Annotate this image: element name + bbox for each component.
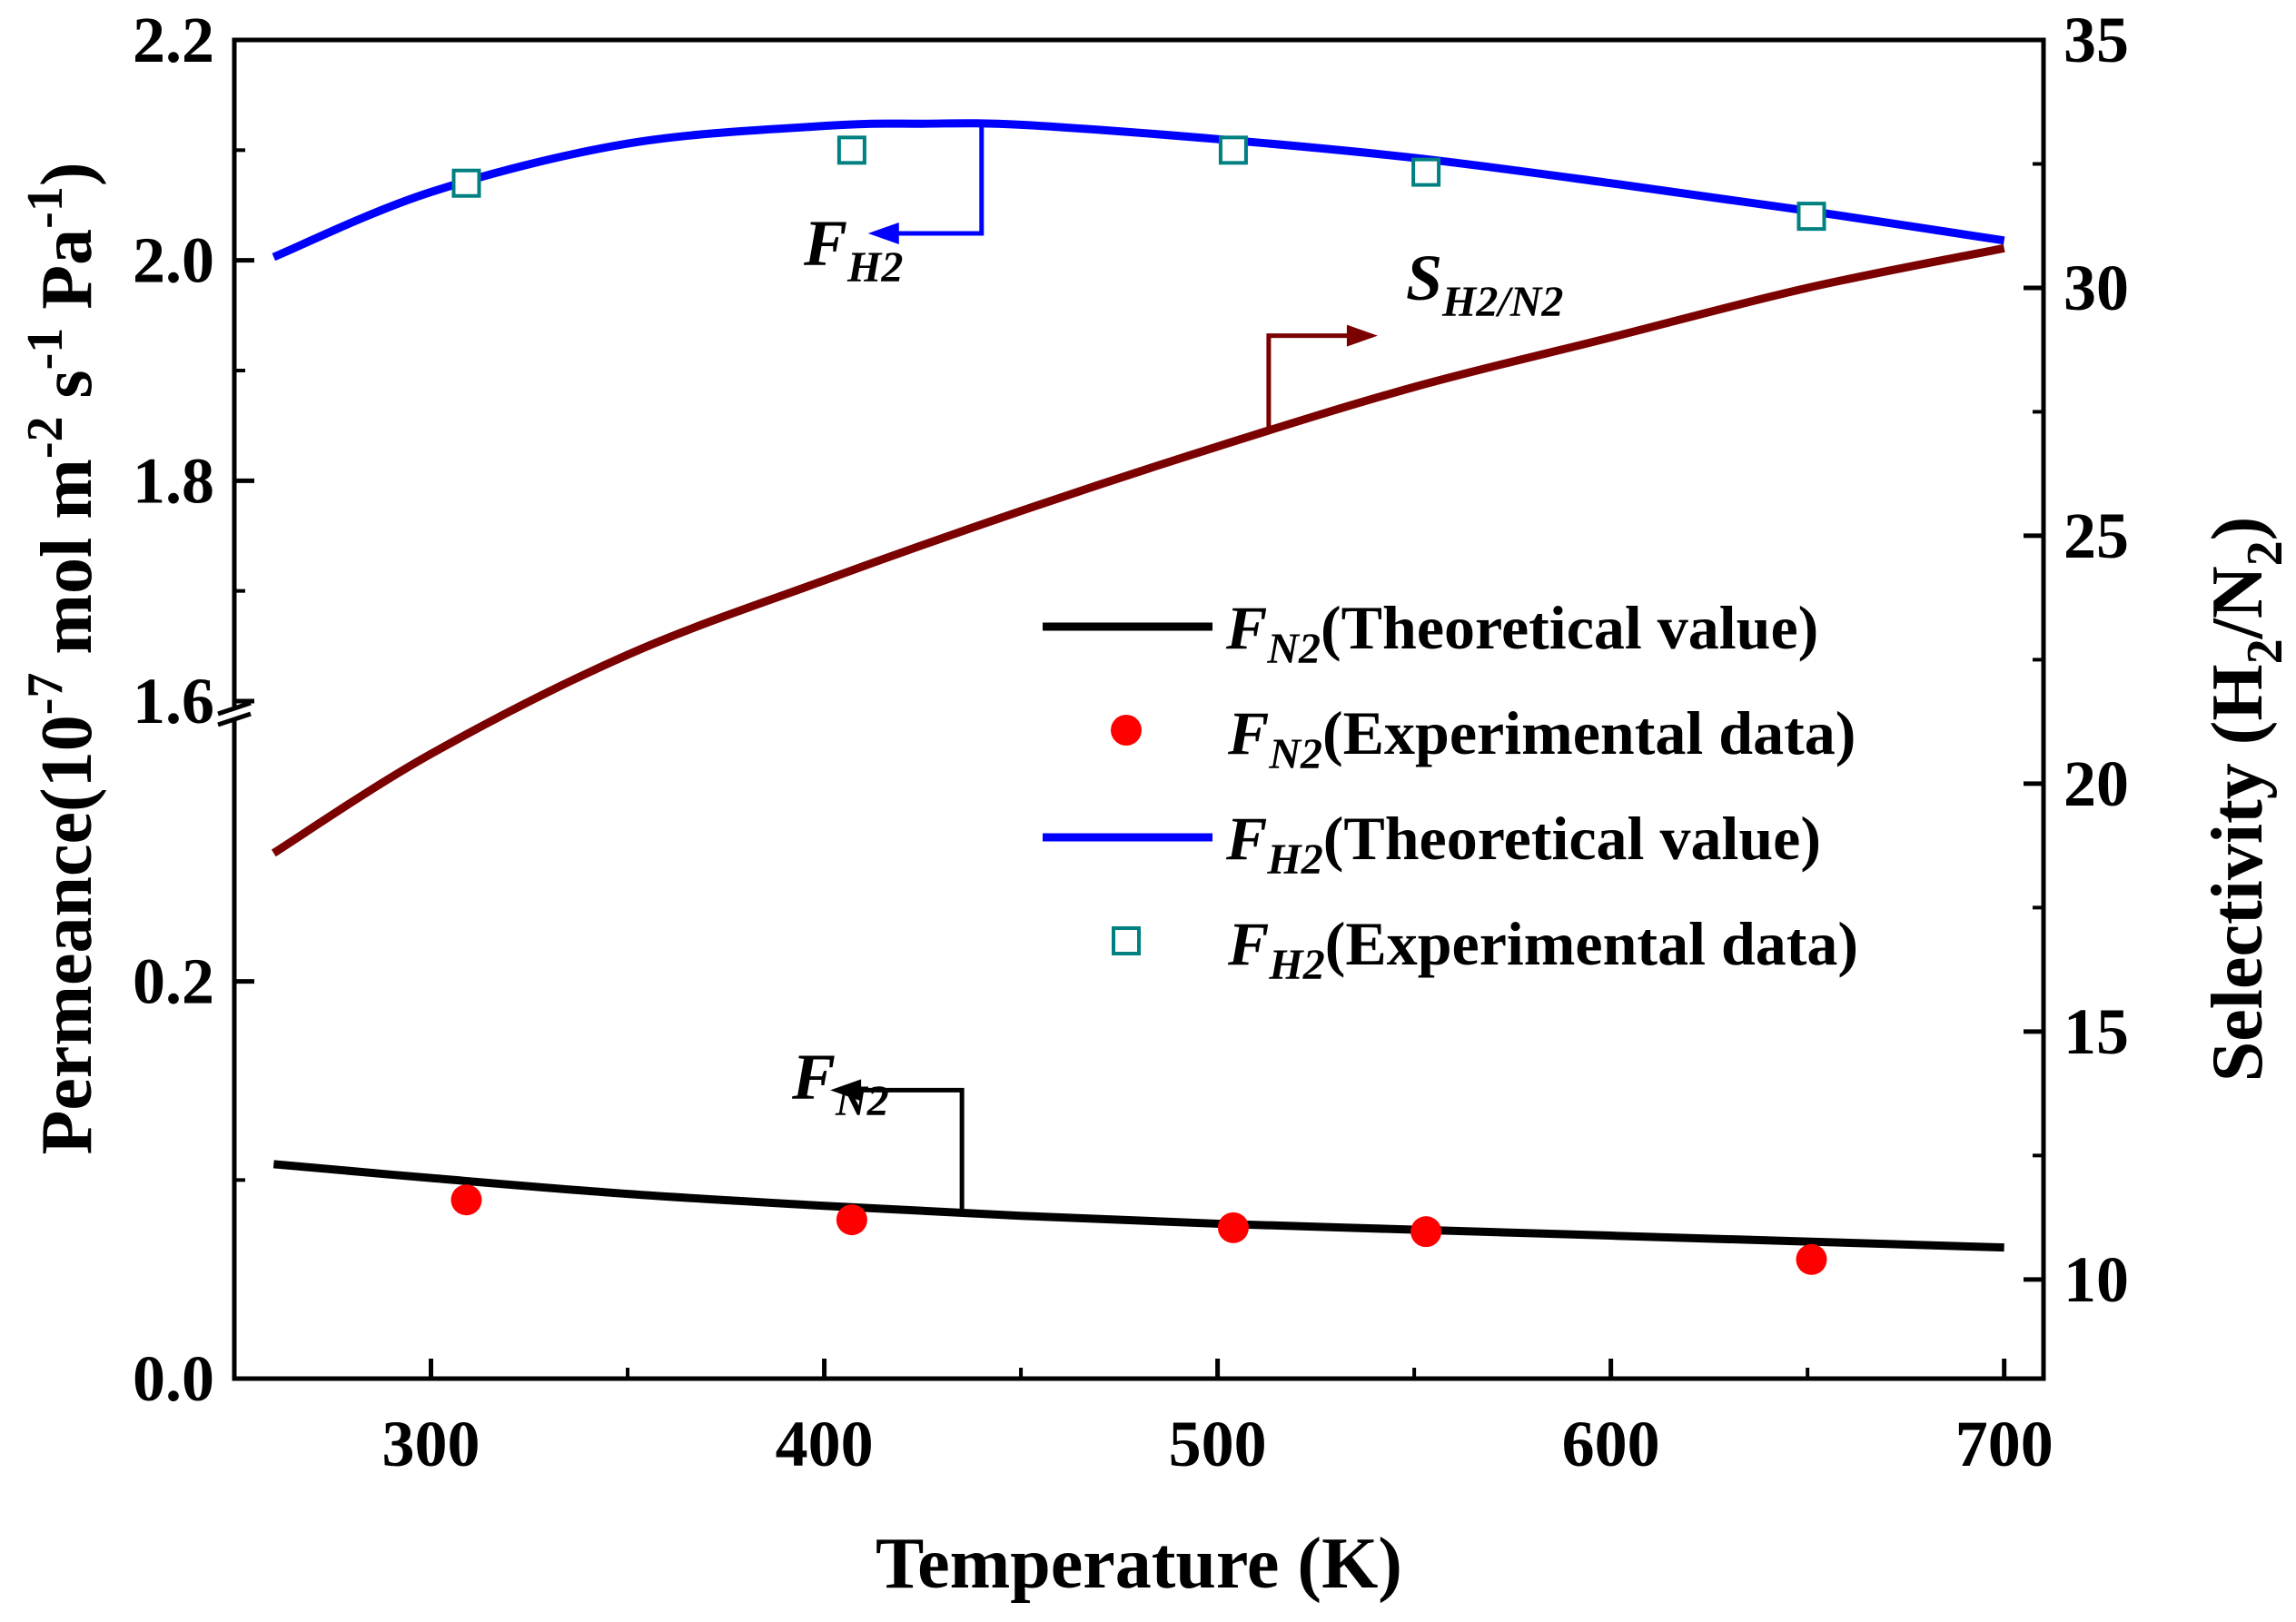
axis-break-mark	[217, 711, 252, 727]
y-left-tick-label: 2.0	[133, 224, 214, 297]
series-line-0	[272, 1160, 2004, 1252]
annotation-arrowhead	[1346, 324, 1378, 347]
legend-label: FH2(Experimental data)	[1227, 909, 1858, 989]
data-point	[1410, 1216, 1442, 1248]
data-point	[836, 1204, 867, 1236]
annotation-1: SH2/N2	[1266, 242, 1563, 431]
series-layer	[271, 119, 2005, 1275]
series-line-2	[272, 119, 2005, 262]
series-0	[272, 1160, 2004, 1252]
annotation-0: FH2	[803, 124, 985, 292]
axis-break-mark	[217, 700, 252, 717]
annotation-arrow	[887, 124, 985, 236]
legend-item-3: FH2(Experimental data)	[1112, 909, 1858, 989]
annotation-arrowhead	[867, 222, 899, 244]
axis-ticks: 300 400 500 600 700 1.6 1.8 2.0 2.2 0.0 0.2 10 15 20 2…	[133, 4, 2129, 1480]
legend-label: FN2(Experimental data)	[1227, 698, 1856, 778]
legend-item-2: FH2(Theoretical value)	[1043, 804, 1821, 884]
x-tick-label-300: 300	[382, 1408, 480, 1480]
annotation-2: FN2	[791, 1041, 965, 1213]
x-axis-title: Temperature (K)	[876, 1524, 1402, 1604]
annotation-arrow	[1266, 333, 1358, 431]
x-tick-label-500: 500	[1169, 1408, 1267, 1480]
y-left-tick-label: 1.8	[133, 444, 214, 517]
data-point	[1796, 202, 1826, 232]
x-tick-label-600: 600	[1562, 1408, 1660, 1480]
data-point	[836, 135, 866, 165]
y-right-tick-label-35: 35	[2063, 4, 2129, 76]
y-axis-title-left: Permeance(10-7 mol m-2 s-1 Pa-1)	[17, 163, 107, 1155]
legend-swatch	[1112, 926, 1141, 955]
legend-label: FH2(Theoretical value)	[1225, 804, 1821, 884]
annotation-layer: FH2 SH2/N2 FN2	[791, 124, 1563, 1213]
x-tick-label-700: 700	[1955, 1408, 2054, 1480]
data-point	[450, 1184, 482, 1216]
data-point	[1217, 1212, 1249, 1243]
series-1	[450, 1184, 1827, 1275]
annotation-arrow	[850, 1087, 965, 1213]
legend-item-1: FN2(Experimental data)	[1111, 698, 1856, 778]
series-2	[272, 119, 2005, 262]
y-right-tick-label-10: 10	[2063, 1243, 2129, 1316]
x-tick-label-400: 400	[776, 1408, 874, 1480]
annotation-label: FH2	[803, 207, 903, 292]
y-left-tick-label: 0.2	[133, 945, 214, 1018]
series-3	[451, 135, 1826, 232]
data-point	[1796, 1243, 1827, 1275]
y-left-tick-label: 0.0	[133, 1342, 214, 1415]
legend: FN2(Theoretical value) FN2(Experimental d…	[1043, 593, 1858, 989]
data-point	[451, 168, 481, 198]
legend-item-0: FN2(Theoretical value)	[1043, 593, 1818, 673]
data-point	[1218, 135, 1248, 165]
series-line-4	[271, 243, 2005, 857]
y-right-tick-label-30: 30	[2063, 252, 2129, 324]
y-left-tick-label: 1.6	[133, 665, 214, 737]
y-right-tick-label-15: 15	[2063, 995, 2129, 1068]
y-right-tick-label-25: 25	[2063, 499, 2129, 572]
annotation-label: SH2/N2	[1406, 242, 1563, 326]
data-point	[1411, 157, 1441, 187]
legend-swatch	[1111, 715, 1142, 746]
y-axis-title-right: Selectivity (H2/N2)	[2198, 517, 2293, 1082]
y-right-tick-label-20: 20	[2063, 747, 2129, 820]
annotation-arrowhead	[830, 1079, 862, 1102]
annotation-label: FN2	[791, 1041, 889, 1125]
y-left-tick-label: 2.2	[133, 4, 214, 76]
series-4	[271, 243, 2005, 857]
legend-label: FN2(Theoretical value)	[1225, 593, 1818, 673]
